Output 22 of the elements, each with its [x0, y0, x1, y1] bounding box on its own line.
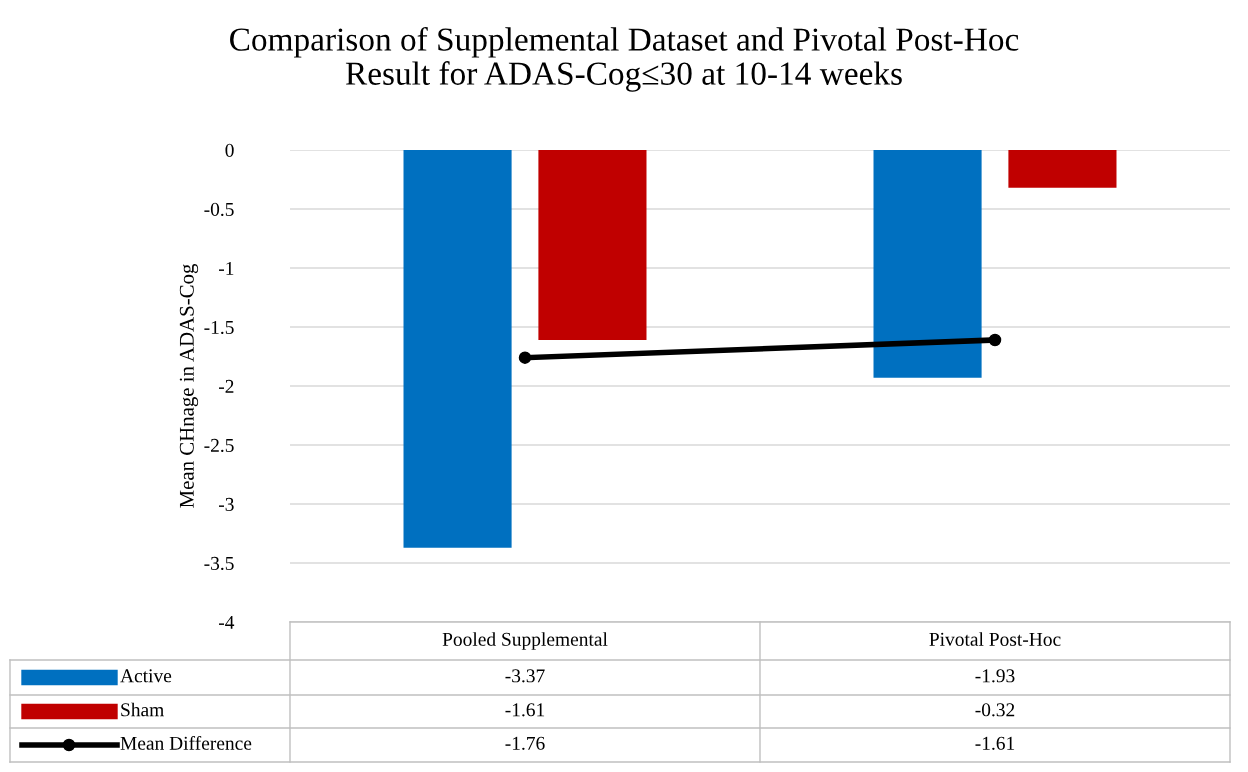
- y-tick-label: -2: [218, 379, 234, 393]
- y-tick-label: -3.5: [204, 556, 234, 571]
- data-label: -1.93: [975, 669, 1015, 683]
- y-tick-label: -1: [218, 261, 234, 275]
- legend-label: Active: [120, 669, 172, 683]
- y-tick-label: -1.5: [204, 320, 234, 335]
- data-label: -1.61: [505, 703, 545, 717]
- y-tick-label: 0: [225, 143, 234, 157]
- data-label: -1.76: [505, 736, 545, 750]
- chart-title: Comparison of Supplemental Dataset and Pivotal Post-Hoc Result for ADAS-Cog≤30 at 10-14 weeks: [230, 27, 1019, 92]
- y-tick-label: -2.5: [204, 438, 234, 453]
- y-tick-label: -4: [218, 615, 235, 629]
- y-tick-label: -3: [218, 497, 234, 511]
- data-label: -3.37: [505, 669, 545, 683]
- legend-label: Sham: [121, 702, 164, 717]
- x-tick-label: Pooled Supplemental: [442, 632, 608, 650]
- data-label: -1.61: [975, 736, 1015, 750]
- y-axis-title: Mean CHnage in ADAS-Cog: [179, 264, 199, 508]
- y-tick-label: -0.5: [204, 202, 234, 217]
- x-tick-label: Pivotal Post-Hoc: [929, 632, 1061, 646]
- data-label: -0.32: [975, 703, 1015, 717]
- legend-label: Mean Difference: [120, 735, 252, 750]
